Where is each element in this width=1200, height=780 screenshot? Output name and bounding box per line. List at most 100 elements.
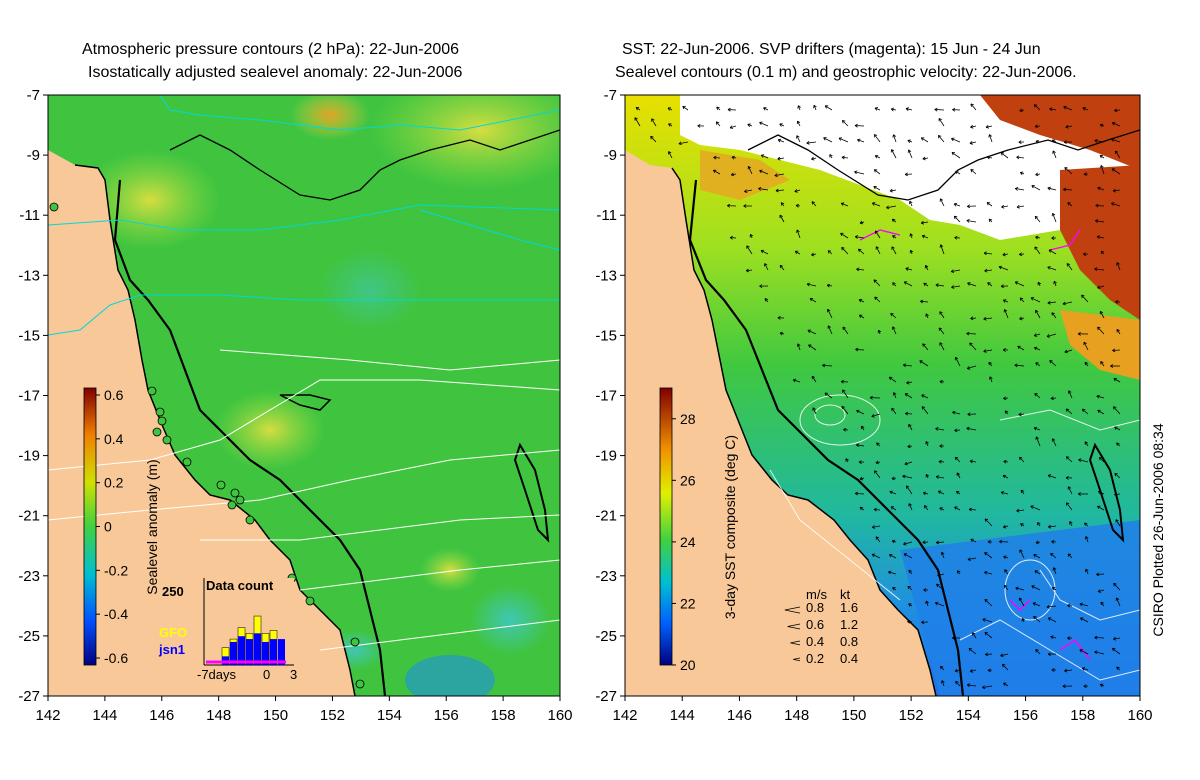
velocity-arrow <box>856 410 865 415</box>
velocity-arrow-head <box>955 680 959 683</box>
left-lon-ticks: 142 144 146 148 150 152 154 156 158 160 <box>35 696 573 724</box>
velocity-arrow <box>938 327 945 335</box>
velocity-arrow-head <box>743 205 747 208</box>
velocity-arrow <box>857 139 865 143</box>
velocity-arrow <box>925 441 929 447</box>
velocity-arrow <box>1097 505 1105 511</box>
velocity-arrow <box>1053 567 1057 575</box>
left_panel-lat-tick-label: -21 <box>18 508 40 525</box>
velocity-arrow-head <box>875 536 880 539</box>
velocity-arrow-head <box>970 316 974 319</box>
velocity-arrow-head <box>938 461 942 464</box>
velocity-arrow-head <box>954 668 958 672</box>
velocity-arrow-head <box>1114 472 1118 475</box>
velocity-arrow-head <box>951 138 954 142</box>
velocity-arrow-head <box>854 123 858 126</box>
velocity-arrow-head <box>764 263 768 266</box>
right_panel-lat-tick-label: -15 <box>595 327 617 344</box>
velocity-arrow-head <box>874 134 878 136</box>
velocity-arrow-head <box>907 140 910 143</box>
velocity-arrow-head <box>1083 685 1087 689</box>
right_panel-lon-tick-label: 142 <box>612 707 637 724</box>
velocity-arrow-head <box>841 247 843 251</box>
velocity-arrow-head <box>1019 318 1023 321</box>
left_panel-lon-tick-label: 142 <box>35 707 60 724</box>
left-colorbar-ticks: 0.6 0.4 0.2 0 -0.2 -0.4 -0.6 <box>96 387 128 666</box>
velocity-arrow <box>1100 165 1105 175</box>
velocity-arrow <box>1065 408 1073 415</box>
velocity-arrow-head <box>935 540 939 543</box>
velocity-arrow-head <box>1016 508 1020 512</box>
velocity-arrow-head <box>1035 139 1039 142</box>
velocity-arrow-head <box>969 342 971 346</box>
velocity-arrow-head <box>888 571 891 575</box>
velocity-arrow-head <box>1062 301 1066 305</box>
right_panel-lat-tick-label: -11 <box>596 207 617 224</box>
velocity-arrow-head <box>744 189 747 192</box>
velocity-arrow-head <box>909 250 912 254</box>
velocity-arrow <box>983 317 993 320</box>
velocity-arrow-head <box>1079 649 1082 653</box>
velocity-arrow-head <box>1016 206 1020 209</box>
velocity-arrow-head <box>920 222 925 225</box>
velocity-arrow <box>1047 301 1057 304</box>
velocity-arrow <box>1001 205 1009 208</box>
inset-xlabel: -7days <box>197 667 237 682</box>
velocity-arrow-head <box>1033 616 1035 620</box>
left_panel-lat-tick-label: -13 <box>18 267 40 284</box>
velocity-arrow <box>854 171 865 175</box>
velocity-arrow-head <box>1116 666 1120 668</box>
velocity-arrow <box>970 669 977 672</box>
velocity-arrow <box>1084 361 1089 367</box>
velocity-arrow-head <box>1034 426 1038 429</box>
velocity-arrow-head <box>651 118 655 121</box>
velocity-arrow <box>908 569 913 575</box>
velocity-arrow-head <box>923 491 927 494</box>
velocity-arrow <box>873 186 881 191</box>
velocity-arrow-head <box>869 395 873 398</box>
velocity-arrow-head <box>872 526 876 529</box>
velocity-arrow-head <box>1050 396 1054 399</box>
velocity-arrow <box>811 253 817 256</box>
velocity-arrow <box>935 602 945 607</box>
velocity-arrow-head <box>1052 212 1056 216</box>
velocity-arrow-head <box>923 588 927 591</box>
velocity-arrow-head <box>1019 316 1022 320</box>
velocity-arrow <box>1066 456 1073 463</box>
velocity-arrow-head <box>1095 205 1099 208</box>
velocity-arrow-head <box>1048 524 1051 528</box>
velocity-arrow-head <box>1116 328 1120 332</box>
velocity-arrow <box>759 170 769 175</box>
velocity-arrow-head <box>1047 186 1051 189</box>
velocity-arrow-head <box>1035 140 1039 144</box>
velocity-arrow <box>841 247 849 255</box>
velocity-arrow-head <box>954 430 958 433</box>
velocity-arrow <box>858 299 865 303</box>
velocity-arrow-head <box>1097 326 1101 329</box>
velocity-arrow-head <box>1094 635 1098 638</box>
velocity-arrow-head <box>826 283 831 286</box>
velocity-arrow-head <box>939 507 942 511</box>
velocity-arrow-head <box>871 525 875 528</box>
velocity-arrow-head <box>891 407 895 410</box>
velocity-arrow-head <box>989 376 993 379</box>
velocity-arrow-head <box>813 104 817 108</box>
velocity-arrow <box>763 107 769 111</box>
velocity-arrow-head <box>905 413 908 416</box>
velocity-arrow <box>938 490 945 495</box>
velocity-arrow-head <box>984 599 988 601</box>
velocity-arrow-head <box>905 411 909 414</box>
velocity-arrow-head <box>840 203 844 206</box>
velocity-arrow-head <box>910 233 914 236</box>
velocity-arrow <box>1063 188 1073 191</box>
velocity-arrow-head <box>1066 408 1070 410</box>
velocity-arrow-head <box>858 460 862 463</box>
velocity-arrow-head <box>1110 365 1114 368</box>
velocity-arrow-head <box>1065 475 1069 479</box>
left_panel-lon-tick-label: 150 <box>263 707 288 724</box>
velocity-arrow <box>856 444 865 447</box>
velocity-arrow-head <box>876 246 880 249</box>
velocity-arrow <box>940 666 945 671</box>
right_panel-lat-tick-label: -21 <box>595 508 617 525</box>
velocity-arrow-head <box>1017 346 1020 350</box>
